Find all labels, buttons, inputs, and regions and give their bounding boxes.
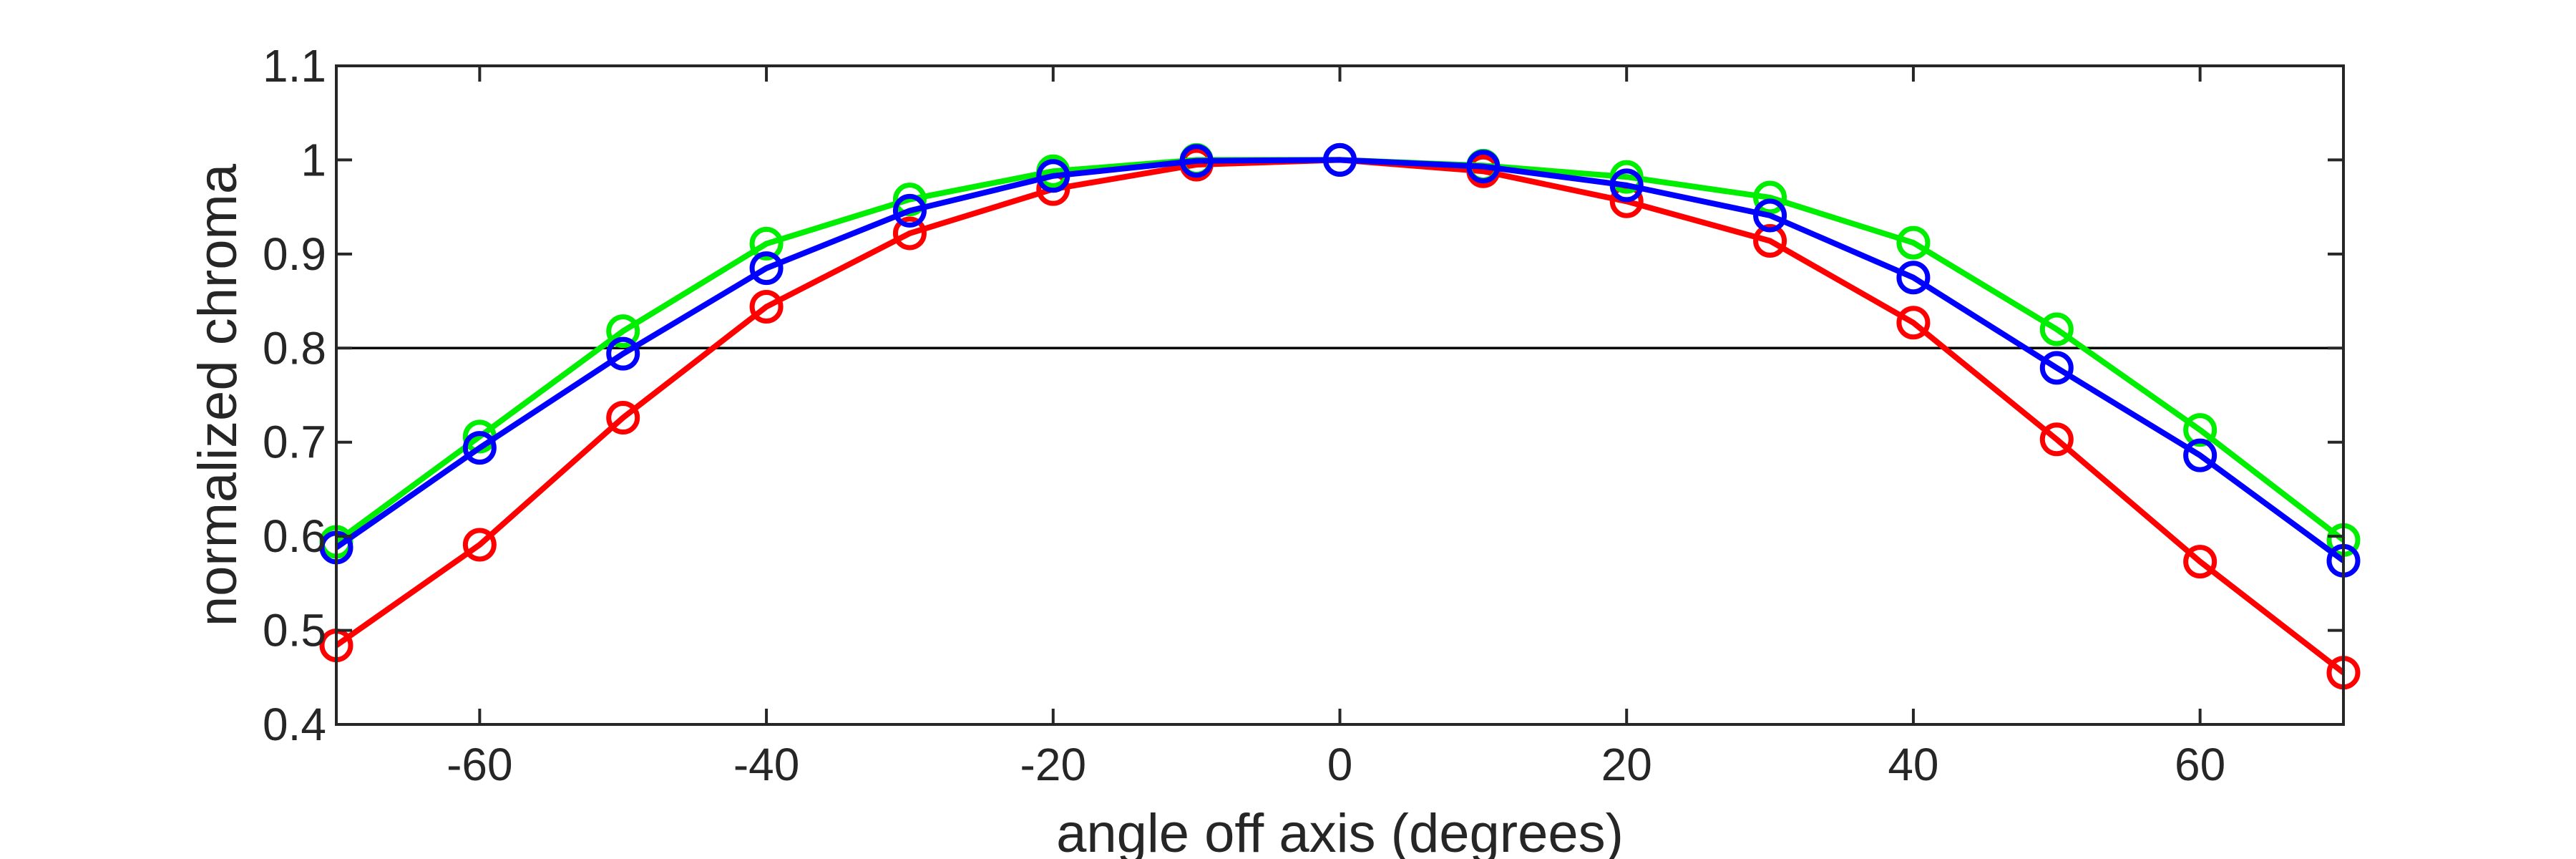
plot-frame [335,64,2345,726]
series-2 [319,142,2361,578]
tick-layer: -60 -40 -20 0 20 40 60 0.4 0.5 0.6 0.7 0.8 0.9 1 1.1 [263,40,2343,790]
data-point [2183,413,2218,447]
data-point [606,314,640,349]
data-point [1466,150,1501,184]
data-point [606,336,640,371]
data-point [2183,545,2218,579]
data-point [749,289,784,324]
data-point [1896,261,1931,295]
data-point [892,216,927,251]
data-point [2039,422,2074,457]
x-tick-label: -40 [733,739,800,790]
x-tick-label: 60 [2175,739,2225,790]
y-tick-label: 0.8 [263,322,326,374]
x-tick-label: 0 [1327,739,1353,790]
x-tick-label: -20 [1020,739,1087,790]
data-point [462,528,497,562]
data-point [1753,198,1787,233]
data-point [462,431,497,465]
y-axis-title: normalized chroma [187,163,248,626]
y-tick-label: 1 [301,134,326,185]
y-tick-label: 0.5 [263,605,326,656]
data-point [1896,306,1931,340]
y-tick-label: 0.7 [263,417,326,468]
y-tick-label: 0.9 [263,228,326,280]
x-axis-title: angle off axis (degrees) [1056,803,1624,859]
data-point [1323,142,1357,177]
x-tick-label: 20 [1601,739,1652,790]
data-point [892,193,927,228]
x-tick-label: 40 [1888,739,1938,790]
data-point [606,401,640,435]
data-point [2183,438,2218,472]
y-tick-label: 1.1 [263,40,326,92]
data-point [1179,144,1214,178]
data-point [1753,223,1787,258]
series-line [334,157,2346,563]
series-layer [319,142,2361,690]
data-point [1609,168,1644,203]
x-tick-label: -60 [447,739,513,790]
data-point [749,226,784,261]
data-point [2039,351,2074,385]
data-point [1036,159,1070,193]
data-point [2039,312,2074,346]
y-tick-label: 0.6 [263,510,326,562]
data-point [1896,225,1931,260]
data-point [749,251,784,286]
y-tick-label: 0.4 [263,699,326,750]
data-point [1753,180,1787,215]
series-0 [319,142,2361,690]
